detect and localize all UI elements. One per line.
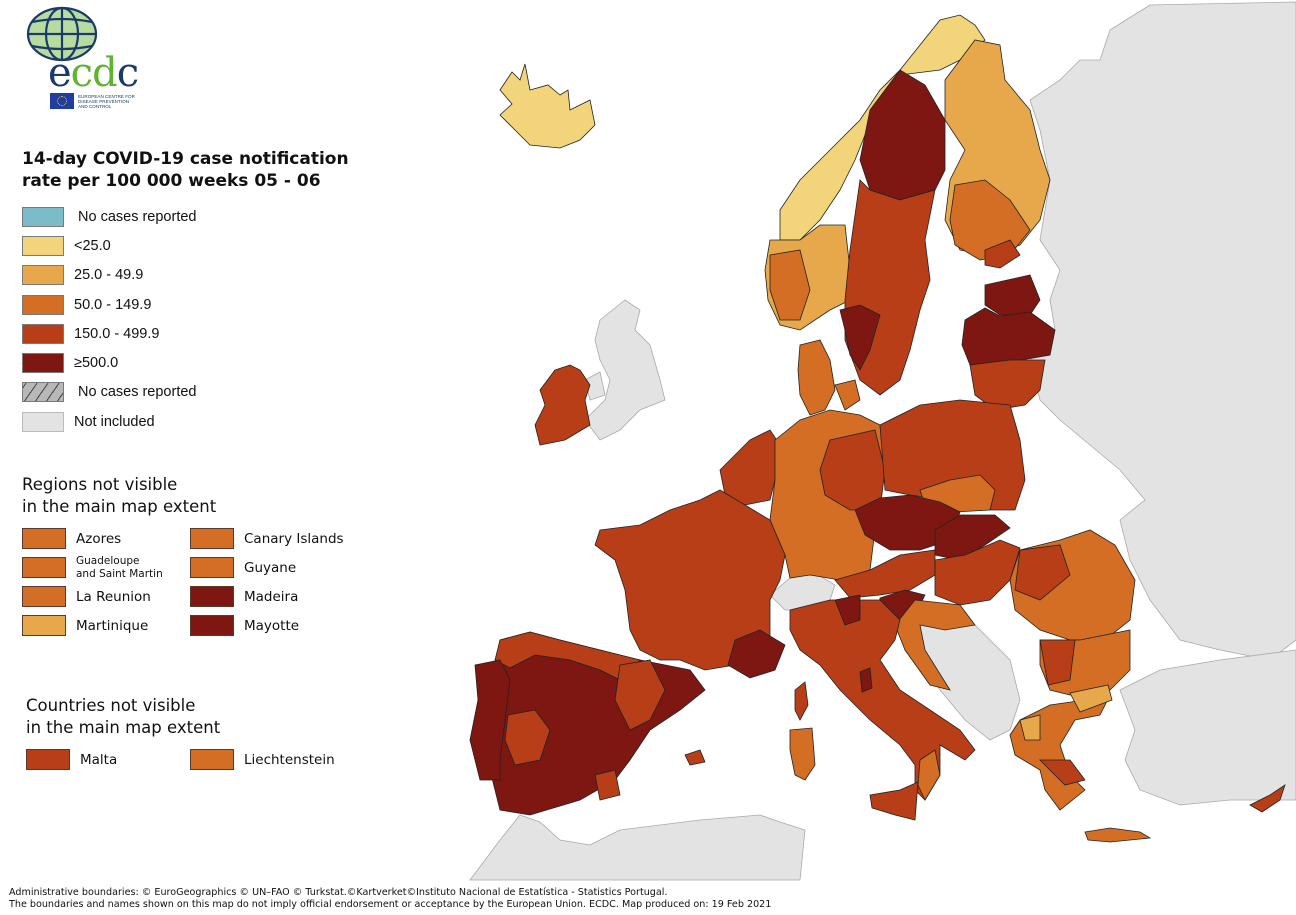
legend-swatch [190,557,234,578]
region-benelux [719,429,781,506]
region-sardinia [789,727,816,781]
region-portugal [469,659,511,781]
regions-not-visible-list: Azores Canary Islands Guadeloupe and Sai… [22,527,350,637]
ecdc-wordmark: ecdc [48,50,139,96]
regions-not-visible-title: Regions not visible in the main map exte… [22,475,217,516]
legend-item: No cases reported [22,378,196,407]
legend-swatch [22,206,64,227]
legend-swatch [22,586,66,607]
legend-item: 50.0 - 149.9 [22,290,196,319]
legend-item: 25.0 - 49.9 [22,261,196,290]
legend-swatch [190,586,234,607]
region-spain-north [494,631,641,681]
region-greece [1009,694,1111,811]
legend-item: <25.0 [22,231,196,260]
region-balearics [684,749,706,766]
legend-swatch [22,615,66,636]
legend-item: Not included [22,407,196,436]
legend-swatch [22,265,64,286]
legend-title: 14-day COVID-19 case notification rate p… [22,149,349,191]
region-corsica [794,681,809,721]
country-legend-item: Malta [26,748,190,771]
eu-flag-icon [50,93,74,109]
legend-swatch [22,528,66,549]
region-croatia [894,599,976,691]
legend-swatch [26,749,70,770]
legend-swatch [190,528,234,549]
region-estonia [984,274,1041,316]
region-iceland [499,63,596,149]
region-cyprus [1249,784,1286,813]
region-slovakia [934,514,1011,561]
region-legend-item: La Reunion [22,585,190,608]
region-sweden-north [859,69,946,201]
legend-list: No cases reported <25.0 25.0 - 49.9 50.0… [22,202,196,436]
legend-swatch [22,411,64,432]
region-crete [1084,827,1152,843]
region-sicily [869,781,919,821]
region-denmark [797,339,836,416]
choropleth-regions [469,14,1286,843]
ecdc-subtitle: EUROPEAN CENTRE FOR DISEASE PREVENTION A… [50,93,138,109]
legend-item: No cases reported [22,202,196,231]
region-legend-item: Mayotte [190,614,350,637]
country-legend-item: Liechtenstein [190,748,350,771]
countries-not-visible-list: Malta Liechtenstein [26,748,350,771]
non-eu-landmass [469,1,1296,881]
legend-swatch [22,557,66,578]
region-legend-item: Martinique [22,614,190,637]
region-italy [789,599,976,801]
region-norway-north [779,14,986,241]
legend-swatch [190,749,234,770]
region-ireland [534,364,591,446]
attribution-footer: Administrative boundaries: © EuroGeograp… [9,887,772,910]
legend-swatch [22,353,64,374]
legend-swatch-hatched [22,382,64,403]
legend-swatch [22,294,64,315]
legend-swatch [22,323,64,344]
legend-item: 150.0 - 499.9 [22,319,196,348]
region-legend-item: Guyane [190,556,350,579]
region-latvia [961,307,1056,366]
legend-swatch [190,615,234,636]
region-paca [727,629,786,679]
globe-icon [26,6,98,62]
ecdc-logo [22,6,152,116]
legend-swatch [22,235,64,256]
countries-not-visible-title: Countries not visible in the main map ex… [26,696,221,737]
region-legend-item: Canary Islands [190,527,350,550]
region-poland [879,399,1026,511]
region-legend-item: Azores [22,527,190,550]
legend-item: ≥500.0 [22,348,196,377]
region-lithuania [969,359,1046,411]
region-legend-item: Guadeloupe and Saint Martin [22,555,190,580]
region-legend-item: Madeira [190,585,350,608]
